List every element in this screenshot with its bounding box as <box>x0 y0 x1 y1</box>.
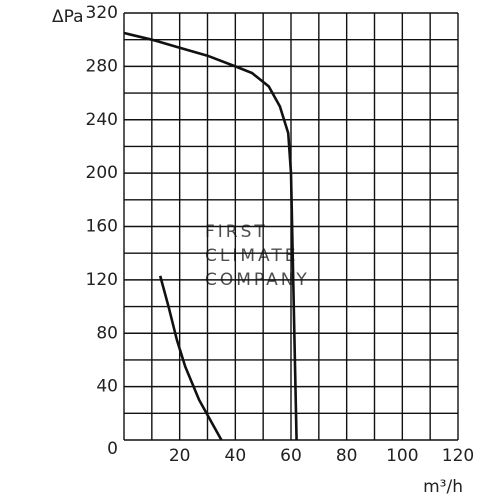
curve <box>123 31 298 441</box>
y-tick-label: 320 <box>86 3 118 23</box>
y-tick-label: 40 <box>96 377 118 397</box>
x-tick-label: 20 <box>169 446 191 466</box>
y-tick-label: 280 <box>86 56 118 76</box>
x-tick-label: 60 <box>280 446 302 466</box>
watermark: CLIMATE <box>205 246 298 266</box>
y-tick-label: 80 <box>96 323 118 343</box>
x-tick-label: 40 <box>225 446 247 466</box>
x-tick-label: 80 <box>336 446 358 466</box>
y-tick-label: 200 <box>86 163 118 183</box>
y-tick-label: 240 <box>86 110 118 130</box>
x-tick-label: 120 <box>442 446 474 466</box>
x-axis-label: m³/h <box>423 477 463 497</box>
y-tick-label: 120 <box>86 270 118 290</box>
y-tick-label: 0 <box>107 439 118 459</box>
y-tick-label: 160 <box>86 217 118 237</box>
x-tick-label: 100 <box>386 446 418 466</box>
curve <box>158 275 223 441</box>
y-axis-label: ΔPa <box>52 7 84 27</box>
watermark: FIRST <box>205 222 268 242</box>
